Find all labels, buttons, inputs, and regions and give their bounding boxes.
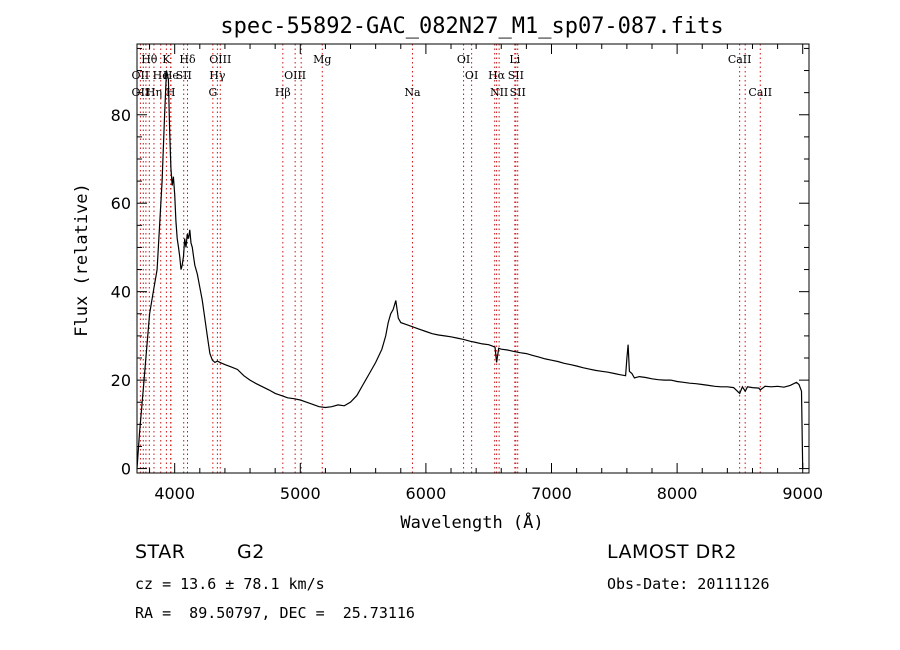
spectral-line-label: Na bbox=[404, 86, 421, 99]
spectral-line-label: CaII bbox=[748, 86, 772, 99]
obs-date-text: Obs-Date: 20111126 bbox=[607, 575, 770, 593]
spectral-line-label: Hα bbox=[488, 69, 506, 82]
spectral-line-label: CaII bbox=[728, 53, 752, 66]
x-tick-label: 8000 bbox=[657, 484, 698, 503]
x-tick-label: 9000 bbox=[782, 484, 823, 503]
y-axis-label: Flux (relative) bbox=[72, 183, 92, 337]
coordinates-text: RA = 89.50797, DEC = 25.73116 bbox=[135, 604, 415, 622]
axis-ticks: 4000 5000 6000 7000 8000 9000 0 20 40 60 80 bbox=[111, 44, 823, 503]
spectral-line-label: Hδ bbox=[179, 53, 196, 66]
spectral-line-markers bbox=[139, 44, 761, 473]
y-tick-label: 0 bbox=[121, 460, 131, 479]
subclass: G2 bbox=[237, 541, 265, 563]
redshift-text: cz = 13.6 ± 78.1 km/s bbox=[135, 575, 325, 593]
spectral-line-label: K bbox=[162, 53, 171, 66]
y-tick-label: 20 bbox=[111, 371, 131, 390]
x-tick-label: 5000 bbox=[280, 484, 321, 503]
x-tick-label: 4000 bbox=[154, 484, 195, 503]
spectral-line-label: Hγ bbox=[209, 69, 226, 82]
x-axis-label: Wavelength (Å) bbox=[400, 511, 543, 533]
survey-name: LAMOST DR2 bbox=[607, 541, 737, 563]
spectral-line-label: H bbox=[166, 86, 176, 99]
spectral-line-label: G bbox=[208, 86, 217, 99]
spectral-line-label: OII bbox=[132, 69, 150, 82]
spectral-line-label: OIII bbox=[209, 53, 231, 66]
spectral-line-label: SII bbox=[510, 86, 526, 99]
spectral-line-label: Li bbox=[509, 53, 520, 66]
x-tick-label: 6000 bbox=[406, 484, 447, 503]
spectral-line-label: He bbox=[153, 69, 169, 82]
y-tick-label: 40 bbox=[111, 283, 131, 302]
x-tick-label: 7000 bbox=[531, 484, 572, 503]
object-class: STAR bbox=[135, 541, 186, 563]
chart-title: spec-55892-GAC_082N27_M1_sp07-087.fits bbox=[220, 14, 723, 39]
spectral-line-label: Hβ bbox=[275, 86, 291, 99]
spectrum-series-line bbox=[136, 70, 804, 469]
spectral-line-label: SII bbox=[176, 69, 192, 82]
spectral-line-label: OI bbox=[465, 69, 478, 82]
spectral-line-label: Mg bbox=[313, 53, 331, 66]
spectral-line-label: Hθ bbox=[141, 53, 158, 66]
plot-frame bbox=[136, 43, 810, 474]
spectral-line-label: OIII bbox=[284, 69, 306, 82]
spectral-line-label: NII bbox=[490, 86, 508, 99]
spectral-line-label: OI bbox=[457, 53, 470, 66]
y-tick-label: 60 bbox=[111, 194, 131, 213]
spectral-line-label: SII bbox=[508, 69, 524, 82]
y-tick-label: 80 bbox=[111, 106, 131, 125]
spectral-line-label: Hη bbox=[146, 86, 162, 99]
